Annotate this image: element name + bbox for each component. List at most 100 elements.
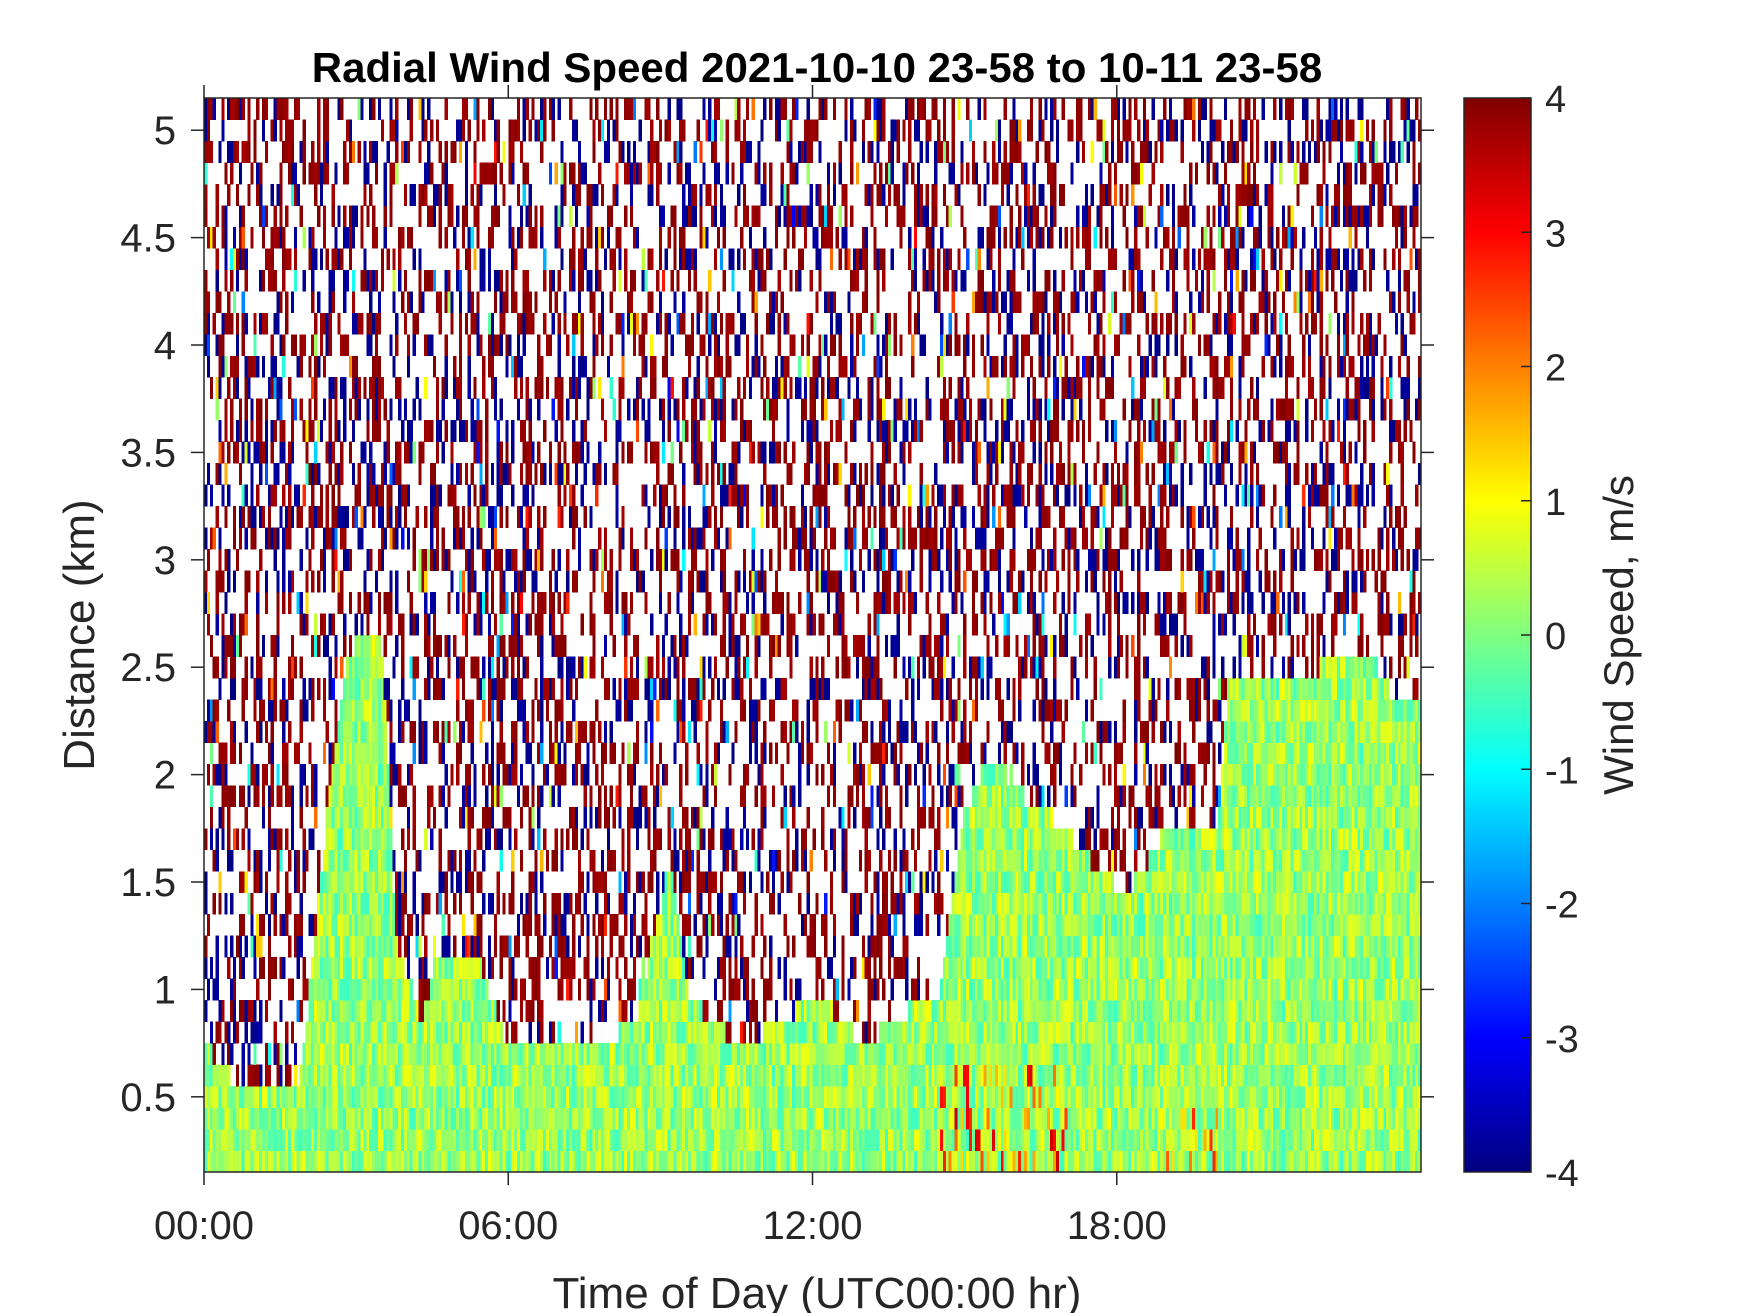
heatmap-cell [322, 205, 327, 228]
heatmap-cell [621, 935, 625, 958]
heatmap-cell [725, 312, 729, 335]
heatmap-cell [531, 720, 535, 743]
heatmap-cell [270, 892, 274, 915]
heatmap-cell [218, 377, 222, 400]
heatmap-cell [218, 742, 222, 765]
heatmap-cell [493, 527, 498, 550]
heatmap-cell [557, 1150, 561, 1172]
heatmap-cell [754, 1021, 758, 1044]
heatmap-cell [577, 1150, 582, 1172]
heatmap-cell [435, 183, 440, 206]
heatmap-cell [540, 635, 544, 657]
heatmap-cell [290, 183, 295, 206]
heatmap-cell [386, 892, 390, 915]
heatmap-cell [577, 527, 582, 550]
heatmap-cell [511, 849, 515, 872]
heatmap-cell [525, 506, 529, 528]
heatmap-cell [606, 1129, 611, 1151]
heatmap-cell [366, 1000, 370, 1022]
heatmap-cell [218, 441, 222, 464]
heatmap-cell [629, 183, 634, 206]
heatmap-cell [363, 1043, 367, 1065]
heatmap-cell [696, 420, 700, 443]
heatmap-cell [261, 1150, 266, 1172]
heatmap-cell [406, 699, 411, 722]
heatmap-cell [314, 312, 318, 335]
heatmap-cell [369, 849, 373, 872]
heatmap-cell [319, 871, 324, 894]
heatmap-cell [493, 935, 498, 958]
heatmap-cell [537, 613, 541, 636]
heatmap-cell [502, 763, 506, 786]
heatmap-cell [322, 914, 327, 937]
heatmap-cell [705, 1150, 709, 1172]
heatmap-cell [537, 506, 541, 528]
heatmap-cell [728, 763, 732, 786]
heatmap-cell [557, 935, 561, 958]
heatmap-cell [708, 506, 712, 528]
heatmap-cell [383, 1021, 387, 1044]
heatmap-cell [479, 334, 483, 357]
heatmap-cell [751, 1000, 755, 1022]
heatmap-cell [453, 1150, 457, 1172]
heatmap-cell [293, 1129, 298, 1151]
heatmap-cell [708, 119, 712, 142]
heatmap-cell [664, 248, 668, 271]
heatmap-cell [537, 828, 541, 851]
heatmap-cell [383, 742, 387, 765]
heatmap-cell [250, 355, 254, 378]
heatmap-cell [238, 957, 243, 980]
heatmap-cell [302, 1107, 306, 1130]
heatmap-cell [250, 1000, 254, 1022]
heatmap-cell [325, 140, 329, 163]
heatmap-cell [722, 549, 726, 571]
heatmap-cell [644, 98, 648, 120]
heatmap-cell [598, 1086, 602, 1108]
heatmap-cell [711, 1129, 715, 1151]
heatmap-cell [319, 162, 324, 185]
heatmap-cell [328, 785, 332, 808]
heatmap-cell [317, 935, 321, 958]
heatmap-cell [232, 978, 237, 1001]
heatmap-cell [702, 1021, 706, 1044]
heatmap-cell [638, 806, 642, 829]
heatmap-cell [650, 183, 654, 206]
heatmap-cell [389, 398, 393, 421]
heatmap-cell [377, 1021, 382, 1044]
heatmap-cell [227, 957, 231, 980]
heatmap-cell [606, 806, 611, 829]
heatmap-cell [551, 1107, 555, 1130]
heatmap-cell [401, 828, 405, 851]
heatmap-cell [357, 656, 361, 679]
heatmap-cell [325, 1086, 329, 1108]
heatmap-cell [467, 720, 471, 743]
heatmap-cell [577, 549, 582, 571]
heatmap-cell [458, 978, 463, 1001]
heatmap-cell [473, 441, 477, 464]
heatmap-cell [238, 742, 243, 765]
heatmap-cell [372, 1129, 376, 1151]
heatmap-cell [345, 1021, 350, 1044]
heatmap-cell [708, 334, 712, 357]
heatmap-cell [673, 248, 677, 271]
heatmap-cell [682, 720, 686, 743]
heatmap-cell [603, 549, 608, 571]
heatmap-cell [456, 248, 460, 271]
heatmap-cell [499, 849, 503, 872]
heatmap-cell [218, 871, 222, 894]
heatmap-cell [682, 656, 686, 679]
heatmap-cell [415, 613, 419, 636]
heatmap-cell [311, 570, 315, 593]
heatmap-cell [606, 140, 611, 163]
heatmap-cell [308, 828, 312, 851]
heatmap-cell [696, 355, 700, 378]
heatmap-cell [456, 871, 460, 894]
heatmap-cell [450, 570, 454, 593]
heatmap-cell [288, 849, 292, 872]
heatmap-cell [563, 441, 567, 464]
heatmap-cell [664, 1064, 668, 1087]
heatmap-cell [322, 978, 327, 1001]
heatmap-cell [317, 892, 321, 915]
heatmap-cell [713, 312, 718, 335]
heatmap-cell [670, 978, 674, 1001]
